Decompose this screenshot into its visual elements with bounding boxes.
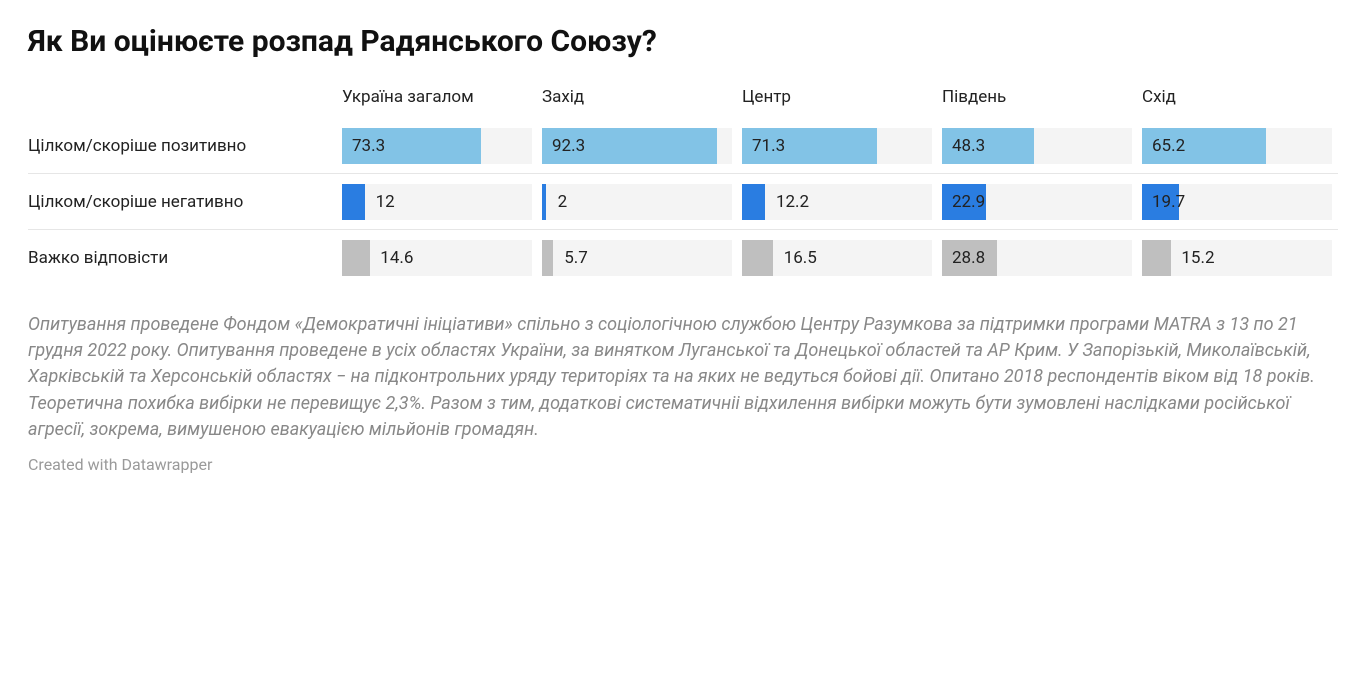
bar-background bbox=[542, 184, 732, 220]
data-row: Важко відповісти 14.6 5.7 16.5 28.8 15.2 bbox=[28, 230, 1338, 286]
bar-cell: 16.5 bbox=[738, 240, 938, 276]
bar-cell: 12.2 bbox=[738, 184, 938, 220]
col-header: Схід bbox=[1138, 87, 1338, 108]
bar-cell: 22.9 bbox=[938, 184, 1138, 220]
bar-value: 65.2 bbox=[1152, 136, 1185, 156]
bar-cell: 14.6 bbox=[338, 240, 538, 276]
row-label: Цілком/скоріше позитивно bbox=[28, 136, 338, 156]
bar-fill bbox=[742, 184, 765, 220]
bar-background bbox=[742, 184, 932, 220]
bar-cell: 92.3 bbox=[538, 128, 738, 164]
bar-cell: 28.8 bbox=[938, 240, 1138, 276]
data-row: Цілком/скоріше позитивно 73.3 92.3 71.3 48.3… bbox=[28, 118, 1338, 174]
chart-title: Як Ви оцінюєте розпад Радянського Союзу? bbox=[28, 24, 1338, 59]
chart-table: Україна загалом Захід Центр Південь Схід… bbox=[28, 87, 1338, 286]
bar-value: 12 bbox=[376, 192, 395, 212]
bar-value: 2 bbox=[558, 192, 568, 212]
row-label-spacer bbox=[28, 87, 338, 108]
bar-value: 28.8 bbox=[952, 248, 985, 268]
bar-value: 73.3 bbox=[352, 136, 385, 156]
bar-cell: 73.3 bbox=[338, 128, 538, 164]
bar-value: 71.3 bbox=[752, 136, 785, 156]
bar-value: 92.3 bbox=[552, 136, 585, 156]
bar-value: 12.2 bbox=[776, 192, 809, 212]
col-header: Захід bbox=[538, 87, 738, 108]
bar-cell: 65.2 bbox=[1138, 128, 1338, 164]
bar-fill bbox=[542, 240, 553, 276]
bar-cell: 12 bbox=[338, 184, 538, 220]
bar-cell: 19.7 bbox=[1138, 184, 1338, 220]
bar-value: 22.9 bbox=[952, 192, 985, 212]
bar-value: 15.2 bbox=[1181, 248, 1214, 268]
bar-background bbox=[342, 240, 532, 276]
bar-cell: 71.3 bbox=[738, 128, 938, 164]
bar-value: 5.7 bbox=[564, 248, 588, 268]
bar-background bbox=[342, 184, 532, 220]
col-header: Україна загалом bbox=[338, 87, 538, 108]
bar-value: 48.3 bbox=[952, 136, 985, 156]
bar-fill bbox=[342, 184, 365, 220]
bar-fill bbox=[742, 240, 773, 276]
bar-fill bbox=[1142, 240, 1171, 276]
bar-value: 16.5 bbox=[784, 248, 817, 268]
credit: Created with Datawrapper bbox=[28, 455, 1338, 474]
data-row: Цілком/скоріше негативно 12 2 12.2 22.9 19.7 bbox=[28, 174, 1338, 230]
row-label: Цілком/скоріше негативно bbox=[28, 192, 338, 212]
col-header: Центр bbox=[738, 87, 938, 108]
bar-fill bbox=[342, 240, 370, 276]
bar-value: 14.6 bbox=[380, 248, 413, 268]
footnote: Опитування проведене Фондом «Демократичн… bbox=[28, 312, 1338, 442]
bar-fill bbox=[542, 184, 546, 220]
bar-value: 19.7 bbox=[1152, 192, 1185, 212]
col-header: Південь bbox=[938, 87, 1138, 108]
bar-cell: 5.7 bbox=[538, 240, 738, 276]
header-row: Україна загалом Захід Центр Південь Схід bbox=[28, 87, 1338, 108]
bar-cell: 15.2 bbox=[1138, 240, 1338, 276]
row-label: Важко відповісти bbox=[28, 248, 338, 268]
bar-cell: 48.3 bbox=[938, 128, 1138, 164]
bar-cell: 2 bbox=[538, 184, 738, 220]
